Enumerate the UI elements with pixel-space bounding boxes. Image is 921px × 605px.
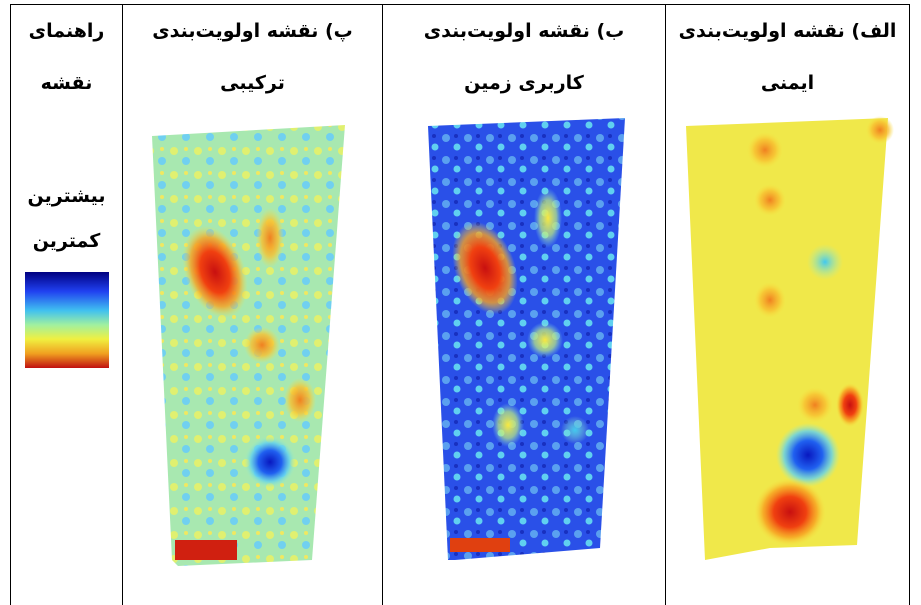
safety-map	[686, 116, 894, 560]
landuse-map	[428, 118, 625, 560]
page: {"table": { "columns": [ {"title": ["الف…	[0, 0, 921, 605]
legend-color-bar	[25, 272, 109, 368]
maps	[0, 0, 921, 605]
combined-map	[152, 125, 345, 566]
